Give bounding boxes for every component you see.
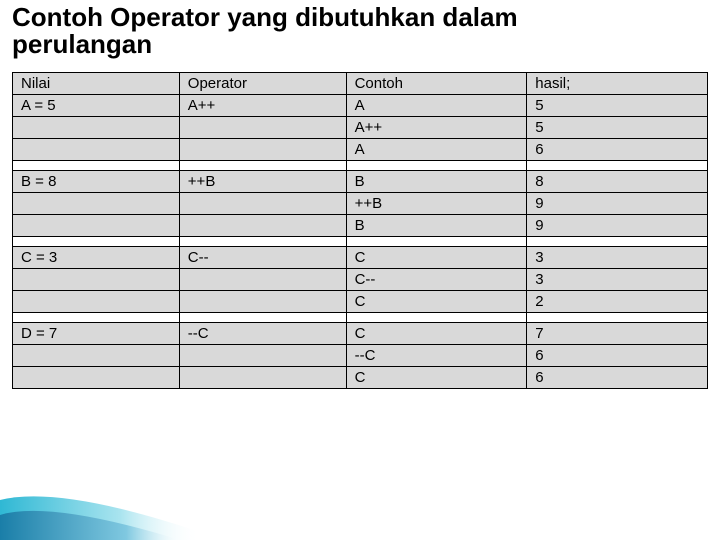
table-row: B9: [13, 215, 708, 237]
spacer-cell: [346, 237, 527, 247]
cell-contoh: B: [346, 215, 527, 237]
cell-contoh: B: [346, 171, 527, 193]
spacer-cell: [179, 237, 346, 247]
corner-decoration: [0, 460, 200, 540]
cell-contoh: A: [346, 139, 527, 161]
operator-table-container: NilaiOperatorContohhasil;A = 5A++A5A++5A…: [12, 72, 708, 389]
cell-contoh: A: [346, 95, 527, 117]
cell-contoh: C: [346, 367, 527, 389]
spacer-cell: [179, 161, 346, 171]
cell-nilai: [13, 193, 180, 215]
cell-operator: --C: [179, 323, 346, 345]
cell-contoh: C--: [346, 269, 527, 291]
cell-nilai: B = 8: [13, 171, 180, 193]
cell-nilai: [13, 117, 180, 139]
cell-operator: [179, 345, 346, 367]
table-row: D = 7--CC7: [13, 323, 708, 345]
cell-nilai: [13, 215, 180, 237]
cell-operator: A++: [179, 95, 346, 117]
table-row: B = 8++BB8: [13, 171, 708, 193]
cell-hasil: 3: [527, 247, 708, 269]
cell-nilai: D = 7: [13, 323, 180, 345]
cell-hasil: 9: [527, 215, 708, 237]
cell-operator: ++B: [179, 171, 346, 193]
spacer-cell: [13, 313, 180, 323]
operator-table: NilaiOperatorContohhasil;A = 5A++A5A++5A…: [12, 72, 708, 389]
spacer-cell: [527, 313, 708, 323]
cell-operator: [179, 139, 346, 161]
cell-contoh: C: [346, 247, 527, 269]
cell-hasil: 6: [527, 139, 708, 161]
cell-hasil: 3: [527, 269, 708, 291]
cell-operator: [179, 269, 346, 291]
table-row: A++5: [13, 117, 708, 139]
header-operator: Operator: [179, 73, 346, 95]
slide-title: Contoh Operator yang dibutuhkan dalam pe…: [12, 4, 652, 59]
cell-contoh: C: [346, 323, 527, 345]
table-row: A6: [13, 139, 708, 161]
cell-contoh: C: [346, 291, 527, 313]
table-row: C = 3C--C3: [13, 247, 708, 269]
table-row: C--3: [13, 269, 708, 291]
cell-operator: [179, 215, 346, 237]
spacer-cell: [527, 237, 708, 247]
table-row: --C6: [13, 345, 708, 367]
spacer-row: [13, 313, 708, 323]
cell-hasil: 6: [527, 367, 708, 389]
cell-hasil: 9: [527, 193, 708, 215]
table-body: NilaiOperatorContohhasil;A = 5A++A5A++5A…: [13, 73, 708, 389]
cell-nilai: A = 5: [13, 95, 180, 117]
header-nilai: Nilai: [13, 73, 180, 95]
header-contoh: Contoh: [346, 73, 527, 95]
spacer-cell: [13, 161, 180, 171]
cell-hasil: 5: [527, 117, 708, 139]
cell-operator: [179, 193, 346, 215]
cell-operator: [179, 291, 346, 313]
cell-hasil: 8: [527, 171, 708, 193]
spacer-cell: [527, 161, 708, 171]
spacer-row: [13, 237, 708, 247]
spacer-cell: [346, 161, 527, 171]
table-row: C2: [13, 291, 708, 313]
cell-nilai: C = 3: [13, 247, 180, 269]
spacer-cell: [179, 313, 346, 323]
cell-operator: [179, 367, 346, 389]
cell-hasil: 5: [527, 95, 708, 117]
table-row: A = 5A++A5: [13, 95, 708, 117]
header-hasil: hasil;: [527, 73, 708, 95]
cell-hasil: 6: [527, 345, 708, 367]
cell-contoh: A++: [346, 117, 527, 139]
cell-nilai: [13, 291, 180, 313]
cell-nilai: [13, 367, 180, 389]
table-row: C6: [13, 367, 708, 389]
cell-operator: [179, 117, 346, 139]
spacer-cell: [346, 313, 527, 323]
header-row: NilaiOperatorContohhasil;: [13, 73, 708, 95]
cell-contoh: --C: [346, 345, 527, 367]
cell-contoh: ++B: [346, 193, 527, 215]
cell-operator: C--: [179, 247, 346, 269]
cell-hasil: 2: [527, 291, 708, 313]
cell-nilai: [13, 345, 180, 367]
cell-nilai: [13, 269, 180, 291]
spacer-cell: [13, 237, 180, 247]
cell-nilai: [13, 139, 180, 161]
spacer-row: [13, 161, 708, 171]
cell-hasil: 7: [527, 323, 708, 345]
table-row: ++B9: [13, 193, 708, 215]
